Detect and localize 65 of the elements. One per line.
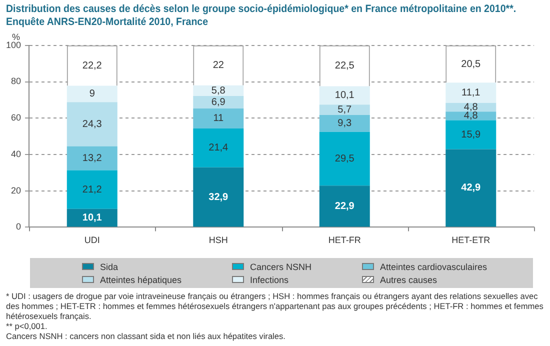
legend-label: Atteintes cardiovasculaires <box>380 262 488 272</box>
x-tick-label: HSH <box>208 235 228 246</box>
legend-label: Infections <box>250 274 289 284</box>
x-tick-label: HET-ETR <box>452 235 491 246</box>
data-label: 11 <box>213 113 224 124</box>
x-tick-label: HET-FR <box>328 235 362 246</box>
bar <box>446 82 496 103</box>
legend-label: Atteintes hépatiques <box>100 274 182 284</box>
data-label: 4,8 <box>464 110 478 122</box>
y-axis-title: % <box>12 32 20 42</box>
legend-label: Sida <box>100 262 118 272</box>
bar <box>319 132 370 186</box>
data-label: 32,9 <box>208 192 229 203</box>
data-label: 22,2 <box>82 60 102 72</box>
data-label: 5,8 <box>211 85 226 96</box>
text: ** p<0,001. <box>6 321 48 331</box>
bar <box>66 102 118 146</box>
data-label: 22 <box>212 60 224 72</box>
y-tick-label: 80 <box>11 76 22 86</box>
chart-subtitle: Enquête ANRS-EN20-Mortalité 2010, France <box>6 16 210 29</box>
data-label: 29,5 <box>334 154 355 164</box>
data-label: 24,3 <box>82 118 102 130</box>
bar <box>446 112 496 120</box>
bar <box>193 85 244 96</box>
bar <box>319 86 370 105</box>
y-tick-label: 40 <box>11 148 22 159</box>
data-label: 9 <box>89 88 96 100</box>
data-label: 22,9 <box>334 200 355 212</box>
legend-label: Cancers NSNH <box>250 262 312 272</box>
data-label: 42,9 <box>461 182 482 194</box>
bar <box>319 186 370 227</box>
data-label: 15,9 <box>461 130 482 141</box>
data-label: 21,2 <box>82 184 102 196</box>
bar <box>193 108 244 128</box>
bar <box>446 149 496 227</box>
data-label: 21,4 <box>208 142 229 154</box>
data-label: 10,1 <box>82 212 102 224</box>
bar <box>193 128 244 168</box>
legend-label: Autres causes <box>380 274 438 284</box>
data-label: 5,7 <box>338 104 352 116</box>
bar <box>319 104 370 116</box>
bar <box>446 120 496 150</box>
text: * UDI : usagers de drogue par voie intraveineuse français ou étrangers ; HSH : hommes français ou étrangers ayant des relations sexuelles avec des hommes ; HET-ETR : hommes et femmes hétérosexuels étrangers n'appartenant pas aux groupes précédents ; HET-FR : hommes et femmes hétérosexuels français. <box>6 291 544 321</box>
y-tick-label: 60 <box>11 112 22 123</box>
data-label: 13,2 <box>82 153 102 164</box>
text: Cancers NSNH : cancers non classant sida et non liés aux hépatites virales. <box>6 331 286 341</box>
bar <box>66 208 118 227</box>
y-tick-label: 0 <box>16 222 22 232</box>
data-label: 11,1 <box>462 88 481 99</box>
bar <box>66 170 118 209</box>
bar <box>193 96 244 108</box>
chart-title: Distribution des causes de décès selon le groupe socio-épidémiologique* en France métropolitaine en 2010**. <box>6 3 516 16</box>
bar <box>193 167 244 227</box>
bar <box>319 115 370 132</box>
x-tick-label: UDI <box>84 235 100 246</box>
data-label: 6,9 <box>211 96 226 108</box>
data-label: 20,5 <box>461 58 482 70</box>
data-label: 4,8 <box>464 102 478 113</box>
bar <box>66 86 118 102</box>
data-label: 22,5 <box>334 60 355 72</box>
y-tick-label: 100 <box>6 40 22 50</box>
y-tick-label: 20 <box>11 185 22 196</box>
bar <box>66 146 118 170</box>
data-label: 9,3 <box>338 118 352 130</box>
data-label: 10,1 <box>334 90 355 102</box>
